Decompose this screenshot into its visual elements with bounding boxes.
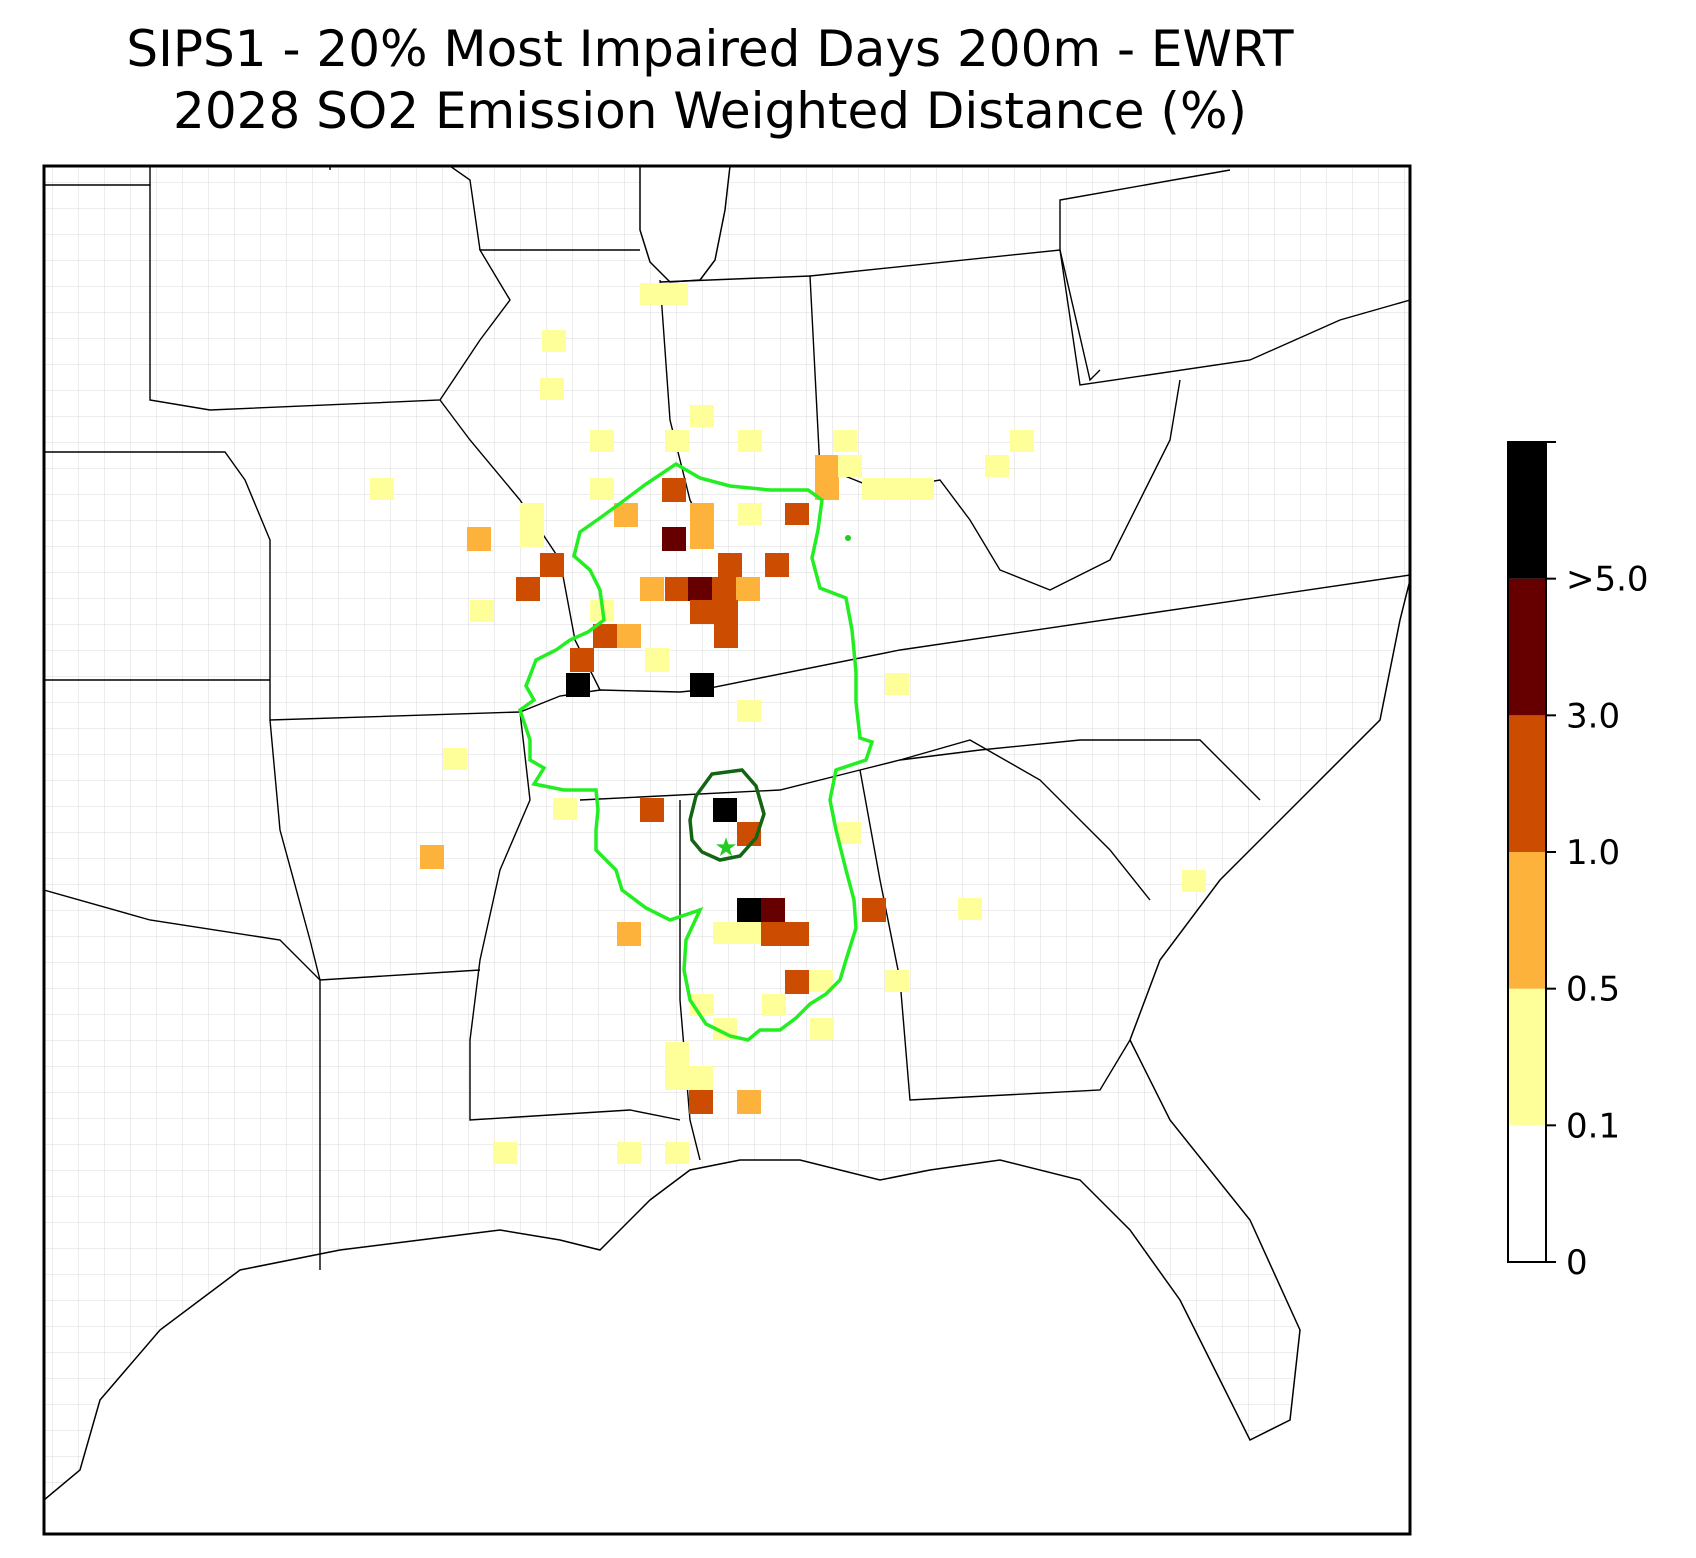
- concentration-cells: [370, 283, 1206, 1164]
- cell: [662, 527, 686, 551]
- cell: [689, 1090, 713, 1114]
- cell: [713, 798, 737, 822]
- cell: [837, 822, 861, 844]
- cell: [737, 1090, 761, 1114]
- cell: [493, 1142, 517, 1164]
- cell: [714, 624, 738, 648]
- cell: [785, 503, 809, 525]
- cell: [690, 503, 714, 525]
- cell: [785, 970, 809, 994]
- colorbar-tick-label: 0: [1566, 1243, 1588, 1283]
- inner-contour: [688, 768, 766, 862]
- atlantic-coastline: [1129, 579, 1410, 1041]
- cell: [590, 430, 614, 452]
- cell: [738, 503, 762, 525]
- cell: [810, 1018, 834, 1040]
- cell: [470, 600, 494, 622]
- cell: [762, 994, 786, 1016]
- cell: [737, 700, 761, 722]
- cell: [542, 330, 566, 352]
- cell: [690, 600, 714, 624]
- cell: [617, 1142, 641, 1164]
- cell: [645, 648, 669, 672]
- cell: [617, 922, 641, 946]
- gulf-coastline: [44, 1039, 1301, 1501]
- cell: [520, 525, 544, 547]
- cell: [765, 553, 789, 577]
- cell: [689, 1066, 713, 1090]
- cell: [761, 922, 809, 946]
- cell: [714, 600, 738, 624]
- cell: [662, 478, 686, 502]
- cell: [467, 527, 491, 551]
- cell: [665, 1142, 689, 1164]
- cell: [665, 1042, 689, 1090]
- cell: [862, 898, 886, 922]
- cell: [665, 577, 689, 601]
- cell: [520, 503, 544, 525]
- cell: [718, 553, 742, 577]
- cell: [593, 624, 617, 648]
- cell: [540, 553, 564, 577]
- cell: [617, 624, 641, 648]
- cell: [712, 577, 736, 601]
- cell: [1182, 870, 1206, 892]
- cell: [590, 478, 614, 500]
- cell: [370, 478, 394, 500]
- cell: [540, 378, 564, 400]
- cell: [640, 283, 688, 305]
- colorbar-bin: [1508, 715, 1546, 852]
- cell: [761, 898, 785, 922]
- cell: [553, 798, 577, 820]
- chart-title: SIPS1 - 20% Most Impaired Days 200m - EW…: [0, 18, 1420, 142]
- cell: [809, 970, 833, 992]
- cell: [737, 898, 761, 922]
- cell: [713, 922, 761, 944]
- outer-contour: [517, 461, 875, 1042]
- cell: [985, 455, 1009, 477]
- colorbar-bin: [1508, 988, 1546, 1126]
- cell: [736, 577, 760, 601]
- colorbar-bin: [1508, 852, 1546, 989]
- cell: [885, 673, 909, 695]
- cell: [1010, 430, 1034, 452]
- colorbar-bin: [1508, 442, 1546, 579]
- cell: [885, 970, 909, 992]
- cell: [516, 577, 540, 601]
- colorbar-tick-label: 1.0: [1566, 833, 1620, 873]
- colorbar-bin: [1508, 1125, 1546, 1262]
- cell: [862, 478, 934, 500]
- colorbar-tick-label: 3.0: [1566, 696, 1620, 736]
- cell: [690, 525, 714, 549]
- title-line-2: 2028 SO2 Emission Weighted Distance (%): [173, 82, 1247, 140]
- cell: [640, 798, 664, 822]
- cell: [688, 577, 712, 601]
- colorbar-frame: [1507, 441, 1547, 1263]
- cell: [566, 673, 590, 697]
- title-line-1: SIPS1 - 20% Most Impaired Days 200m - EW…: [126, 20, 1294, 78]
- cell: [665, 430, 689, 452]
- cell: [570, 648, 594, 672]
- cell: [690, 405, 714, 427]
- colorbar-tick-label: >5.0: [1566, 560, 1649, 600]
- colorbar-tick-label: 0.1: [1566, 1106, 1620, 1146]
- colorbar-tick-label: 0.5: [1566, 970, 1620, 1010]
- cell: [838, 455, 862, 477]
- small-marker: [845, 535, 851, 541]
- cell: [833, 430, 857, 452]
- colorbar-bin: [1508, 578, 1546, 716]
- cell: [640, 577, 664, 601]
- cell: [443, 748, 467, 770]
- cell: [420, 845, 444, 869]
- cell: [958, 898, 982, 920]
- cell: [690, 673, 714, 697]
- star-icon: ★: [714, 833, 737, 863]
- cell: [738, 430, 762, 452]
- cell: [815, 455, 839, 500]
- map-frame: [42, 164, 1412, 1536]
